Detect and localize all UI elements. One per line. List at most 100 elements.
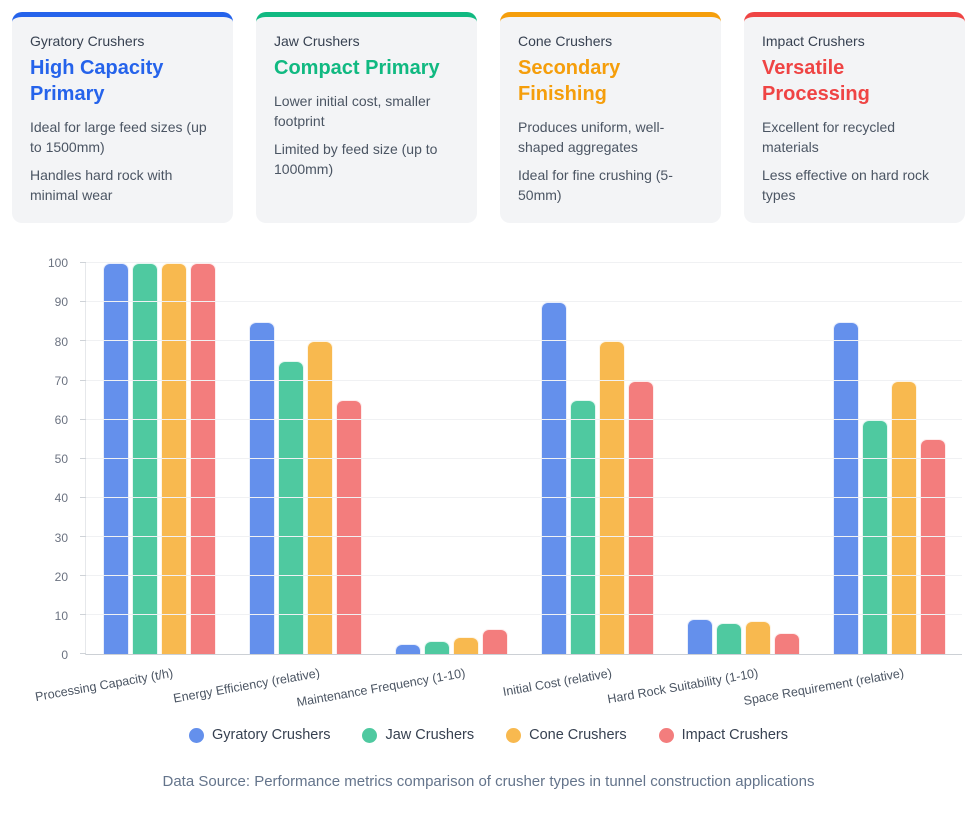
bar-group xyxy=(816,263,962,655)
y-tick-label: 10 xyxy=(54,609,68,623)
y-tick-mark xyxy=(80,262,86,264)
bar-cone-crushers[interactable] xyxy=(890,380,917,655)
bar-groups xyxy=(86,263,962,655)
bar-gyratory-crushers[interactable] xyxy=(102,263,129,655)
card-point: Lower initial cost, smaller footprint xyxy=(274,93,431,130)
bar-jaw-crushers[interactable] xyxy=(277,360,304,655)
gridline xyxy=(86,418,962,420)
y-tick-label: 100 xyxy=(47,256,68,271)
card-gyratory-crushers: Gyratory Crushers High Capacity Primary … xyxy=(12,12,233,224)
gridline xyxy=(86,457,962,459)
y-tick-label: 70 xyxy=(54,373,68,388)
bar-group xyxy=(378,263,524,655)
legend-item-jaw-crushers[interactable]: Jaw Crushers xyxy=(362,727,474,743)
gridline xyxy=(86,614,962,616)
card-cone-crushers: Cone Crushers Secondary Finishing Produc… xyxy=(500,12,721,224)
bar-gyratory-crushers[interactable] xyxy=(394,644,421,655)
bar-gyratory-crushers[interactable] xyxy=(832,321,859,655)
card-label: Gyratory Crushers xyxy=(30,33,145,49)
card-label: Impact Crushers xyxy=(762,33,865,49)
y-tick-mark xyxy=(80,535,86,537)
data-source-caption: Data Source: Performance metrics compari… xyxy=(162,773,815,791)
x-axis-label: Maintenance Frequency (1-10) xyxy=(296,666,467,710)
legend-label: Impact Crushers xyxy=(681,727,788,744)
bar-jaw-crushers[interactable] xyxy=(715,622,742,655)
card-label: Jaw Crushers xyxy=(274,33,360,49)
y-tick-label: 60 xyxy=(54,413,68,427)
y-tick-label: 20 xyxy=(54,569,68,584)
y-tick-mark xyxy=(80,614,86,616)
bar-gyratory-crushers[interactable] xyxy=(686,619,713,655)
y-tick-mark xyxy=(80,575,86,576)
legend-swatch-icon xyxy=(658,727,674,743)
y-tick-label: 50 xyxy=(54,452,68,467)
y-tick-mark xyxy=(80,457,86,459)
y-tick-label: 90 xyxy=(54,295,68,310)
bar-impact-crushers[interactable] xyxy=(335,400,362,655)
y-axis: 0 10 20 30 40 50 60 70 80 90 100 xyxy=(0,256,78,662)
bar-jaw-crushers[interactable] xyxy=(861,419,888,655)
gridline xyxy=(86,535,962,537)
card-point: Ideal for large feed sizes (up to 1500mm… xyxy=(30,119,207,156)
crusher-cards-row: Gyratory Crushers High Capacity Primary … xyxy=(0,0,977,224)
gridline xyxy=(86,301,962,303)
legend-item-gyratory-crushers[interactable]: Gyratory Crushers xyxy=(189,727,330,743)
chart-legend: Gyratory Crushers Jaw Crushers Cone Crushe… xyxy=(0,727,977,743)
bar-gyratory-crushers[interactable] xyxy=(540,302,567,655)
card-point: Less effective on hard rock types xyxy=(762,166,930,203)
bar-cone-crushers[interactable] xyxy=(744,620,771,655)
card-point: Limited by feed size (up to 1000mm) xyxy=(274,140,438,177)
card-label: Cone Crushers xyxy=(518,33,613,49)
bar-jaw-crushers[interactable] xyxy=(569,400,596,655)
legend-label: Cone Crushers xyxy=(529,727,627,744)
gridline xyxy=(86,340,962,342)
y-tick-mark xyxy=(80,340,86,342)
legend-swatch-icon xyxy=(189,727,204,743)
card-title: Secondary Finishing xyxy=(518,57,621,105)
y-tick-mark xyxy=(80,418,86,420)
bar-group xyxy=(524,263,670,655)
gridline xyxy=(86,575,962,576)
legend-label: Jaw Crushers xyxy=(385,727,475,744)
y-tick-label: 40 xyxy=(54,491,68,506)
y-tick-mark xyxy=(80,496,86,498)
bar-group xyxy=(232,263,378,655)
bar-group xyxy=(670,263,816,655)
x-axis-labels: Processing Capacity (t/h) Energy Efficien… xyxy=(35,659,962,711)
gridline xyxy=(86,379,962,381)
bar-impact-crushers[interactable] xyxy=(481,628,508,655)
x-axis-label: Hard Rock Suitability (1-10) xyxy=(606,666,760,707)
card-point: Produces uniform, well-shaped aggregates xyxy=(518,119,665,156)
bar-impact-crushers[interactable] xyxy=(773,632,800,655)
card-point: Handles hard rock with minimal wear xyxy=(30,166,173,203)
legend-item-impact-crushers[interactable]: Impact Crushers xyxy=(658,727,788,744)
legend-item-cone-crushers[interactable]: Cone Crushers xyxy=(506,727,627,743)
legend-swatch-icon xyxy=(506,727,522,743)
y-tick-mark xyxy=(80,301,86,303)
bar-jaw-crushers[interactable] xyxy=(423,640,450,655)
crusher-comparison-bar-chart: 0 10 20 30 40 50 60 70 80 90 100 Processing Capaci… xyxy=(0,249,977,711)
bar-jaw-crushers[interactable] xyxy=(131,263,158,655)
bar-cone-crushers[interactable] xyxy=(452,636,479,655)
card-title: High Capacity Primary xyxy=(30,57,164,105)
card-point: Ideal for fine crushing (5-50mm) xyxy=(518,166,673,203)
bar-impact-crushers[interactable] xyxy=(189,263,216,655)
card-impact-crushers: Impact Crushers Versatile Processing Exc… xyxy=(744,12,965,224)
bar-group xyxy=(86,263,232,655)
card-jaw-crushers: Jaw Crushers Compact Primary Lower initi… xyxy=(256,12,477,224)
y-tick-label: 80 xyxy=(54,334,68,349)
y-tick-label: 30 xyxy=(54,530,68,545)
bar-impact-crushers[interactable] xyxy=(627,380,654,655)
x-axis-label: Initial Cost (relative) xyxy=(501,666,614,700)
gridline xyxy=(86,262,962,264)
card-point: Excellent for recycled materials xyxy=(762,119,896,156)
plot-area xyxy=(80,262,962,656)
bar-gyratory-crushers[interactable] xyxy=(248,321,275,655)
bar-cone-crushers[interactable] xyxy=(160,263,187,655)
card-title: Compact Primary xyxy=(274,57,440,79)
gridline xyxy=(86,496,962,498)
x-axis-label: Processing Capacity (t/h) xyxy=(34,666,175,705)
legend-swatch-icon xyxy=(362,727,378,743)
y-tick-mark xyxy=(80,379,86,381)
bar-impact-crushers[interactable] xyxy=(919,439,946,655)
